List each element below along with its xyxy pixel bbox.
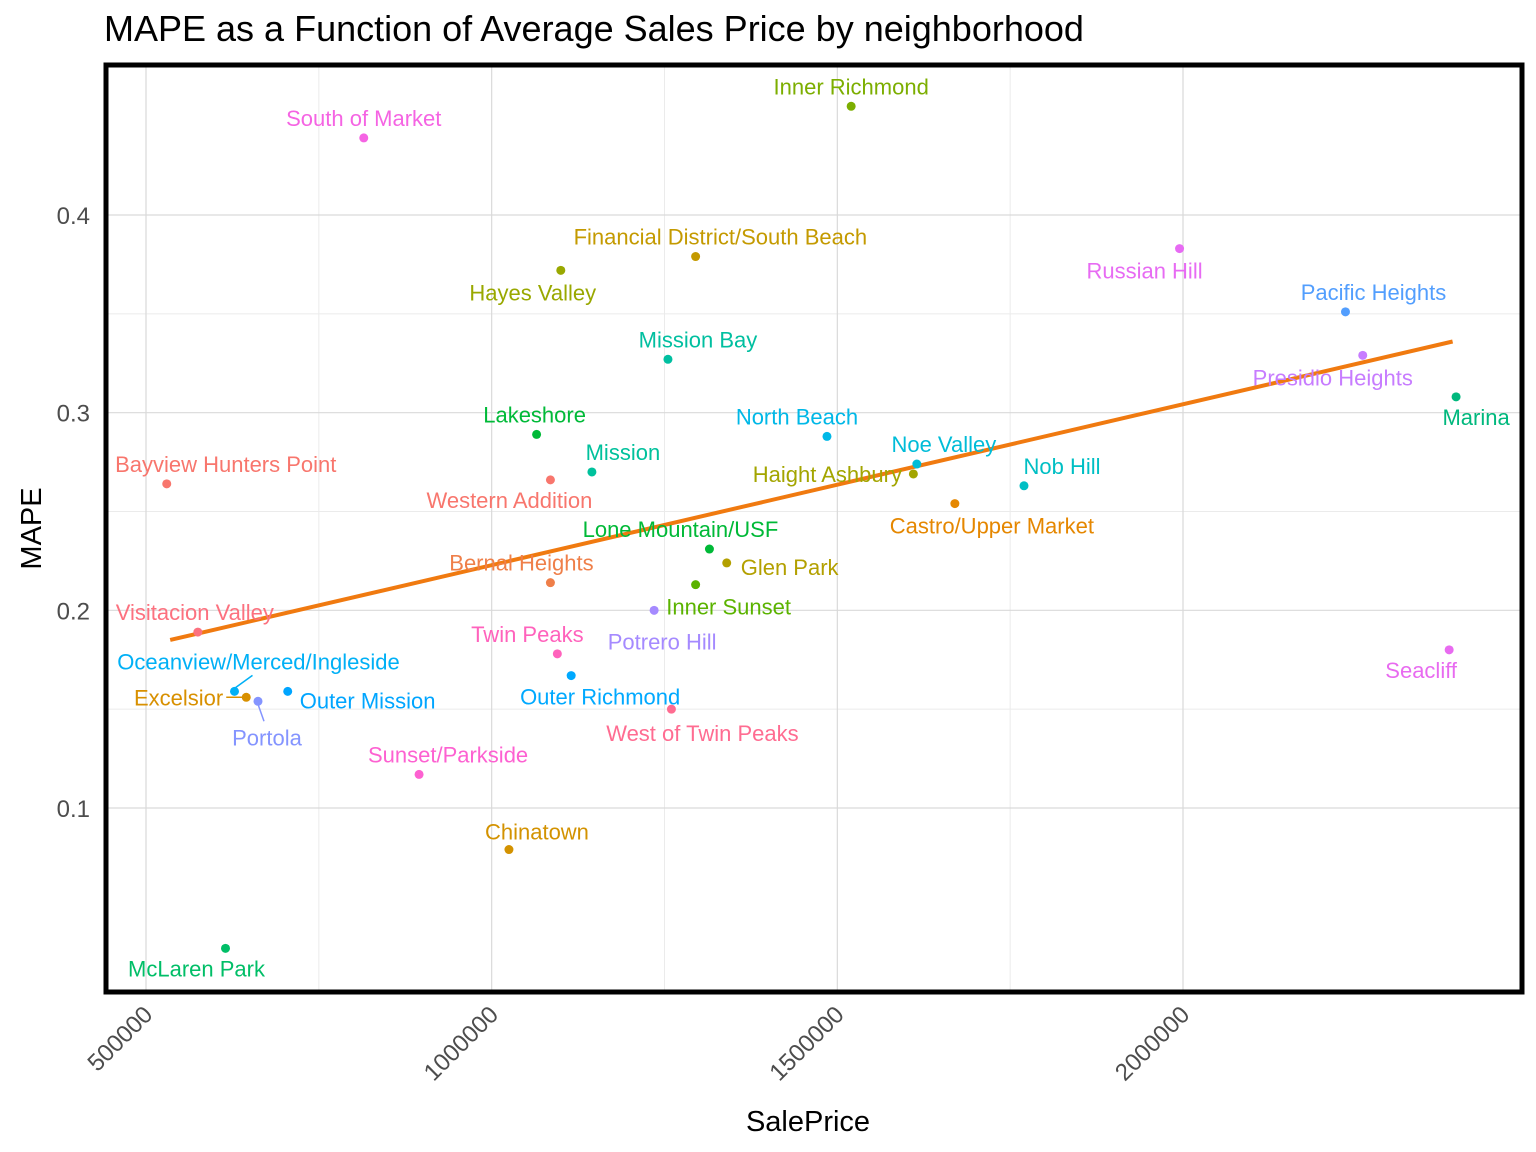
- point-label: Lakeshore: [483, 402, 586, 427]
- point-label: Sunset/Parkside: [368, 742, 528, 767]
- point-label: North Beach: [736, 404, 858, 429]
- data-point: [545, 578, 555, 588]
- point-label: Bernal Heights: [449, 551, 593, 576]
- point-label: McLaren Park: [128, 956, 266, 981]
- gridlines: [106, 65, 1522, 992]
- plot-panel-border: [103, 62, 1525, 995]
- point-label: Inner Sunset: [666, 595, 791, 620]
- data-point: [253, 696, 263, 706]
- data-point: [1451, 392, 1461, 402]
- point-label: Glen Park: [741, 555, 840, 580]
- point-label: Nob Hill: [1023, 454, 1100, 479]
- point-label: Mission Bay: [639, 327, 758, 352]
- data-point: [545, 475, 555, 485]
- data-point: [221, 943, 231, 953]
- x-tick-label: 2000000: [1110, 1001, 1195, 1086]
- y-tick-label: 0.1: [57, 796, 90, 823]
- data-point: [532, 429, 542, 439]
- x-tick-label: 1500000: [764, 1001, 849, 1086]
- leader-line: [257, 704, 265, 722]
- data-point: [722, 558, 732, 568]
- point-label: Russian Hill: [1086, 259, 1202, 284]
- data-point: [504, 845, 514, 855]
- leader-line: [234, 674, 253, 689]
- data-point: [283, 686, 293, 696]
- data-point: [912, 459, 922, 469]
- data-point: [950, 499, 960, 509]
- data-point: [704, 544, 714, 554]
- point-label: Presidio Heights: [1253, 365, 1413, 390]
- point-label: Pacific Heights: [1301, 280, 1447, 305]
- point-label: Seacliff: [1385, 658, 1458, 683]
- data-point: [666, 704, 676, 714]
- data-point: [229, 686, 239, 696]
- data-point: [908, 469, 918, 479]
- data-point: [822, 431, 832, 441]
- data-point: [566, 671, 576, 681]
- data-point: [846, 101, 856, 111]
- data-points: [162, 101, 1461, 953]
- point-label: Marina: [1442, 405, 1510, 430]
- data-point: [649, 605, 659, 615]
- data-point: [162, 479, 172, 489]
- data-point: [587, 467, 597, 477]
- data-point: [1444, 645, 1454, 655]
- point-label: Inner Richmond: [774, 74, 929, 99]
- point-label: Haight Ashbury: [753, 462, 902, 487]
- point-label: Outer Mission: [300, 688, 436, 713]
- y-tick-label: 0.4: [57, 203, 90, 230]
- leader-lines: [226, 674, 265, 722]
- point-label: Twin Peaks: [471, 622, 584, 647]
- point-labels: Inner Richmond South of Market Financial D…: [115, 74, 1510, 981]
- trend-line-layer: [169, 339, 1454, 642]
- x-axis-title: SalePrice: [746, 1106, 870, 1138]
- point-label: Hayes Valley: [469, 280, 596, 305]
- data-point: [691, 580, 701, 590]
- chart-title: MAPE as a Function of Average Sales Pric…: [104, 8, 1084, 49]
- point-label: Chinatown: [485, 820, 589, 845]
- x-tick-label: 500000: [83, 1001, 159, 1077]
- data-point: [1340, 307, 1350, 317]
- point-label: Excelsior: [134, 685, 223, 710]
- point-label: Outer Richmond: [520, 685, 680, 710]
- point-label: West of Twin Peaks: [606, 721, 798, 746]
- y-tick-label: 0.3: [57, 401, 90, 428]
- trend-line: [169, 339, 1454, 642]
- point-label: Visitacion Valley: [116, 600, 274, 625]
- data-point: [1358, 350, 1368, 360]
- point-label: Western Addition: [426, 488, 592, 513]
- y-axis-title: MAPE: [16, 487, 48, 569]
- data-point: [663, 354, 673, 364]
- data-point: [1019, 481, 1029, 491]
- data-point: [359, 133, 369, 143]
- point-label: Mission: [586, 440, 661, 465]
- point-label: Bayview Hunters Point: [115, 452, 336, 477]
- x-tick-label: 1000000: [419, 1001, 504, 1086]
- point-label: Castro/Upper Market: [890, 514, 1094, 539]
- point-label: Oceanview/Merced/Ingleside: [117, 649, 399, 674]
- point-label: Lone Mountain/USF: [583, 517, 779, 542]
- data-point: [414, 769, 424, 779]
- data-point: [193, 627, 203, 637]
- y-tick-label: 0.2: [57, 598, 90, 625]
- data-point: [691, 252, 701, 262]
- point-label: Potrero Hill: [608, 629, 717, 654]
- data-point: [241, 692, 251, 702]
- data-point: [1175, 244, 1185, 254]
- point-label: Financial District/South Beach: [574, 225, 867, 250]
- point-label: South of Market: [286, 106, 441, 131]
- data-point: [552, 649, 562, 659]
- data-point: [556, 265, 566, 275]
- point-label: Portola: [232, 725, 302, 750]
- point-label: Noe Valley: [891, 432, 996, 457]
